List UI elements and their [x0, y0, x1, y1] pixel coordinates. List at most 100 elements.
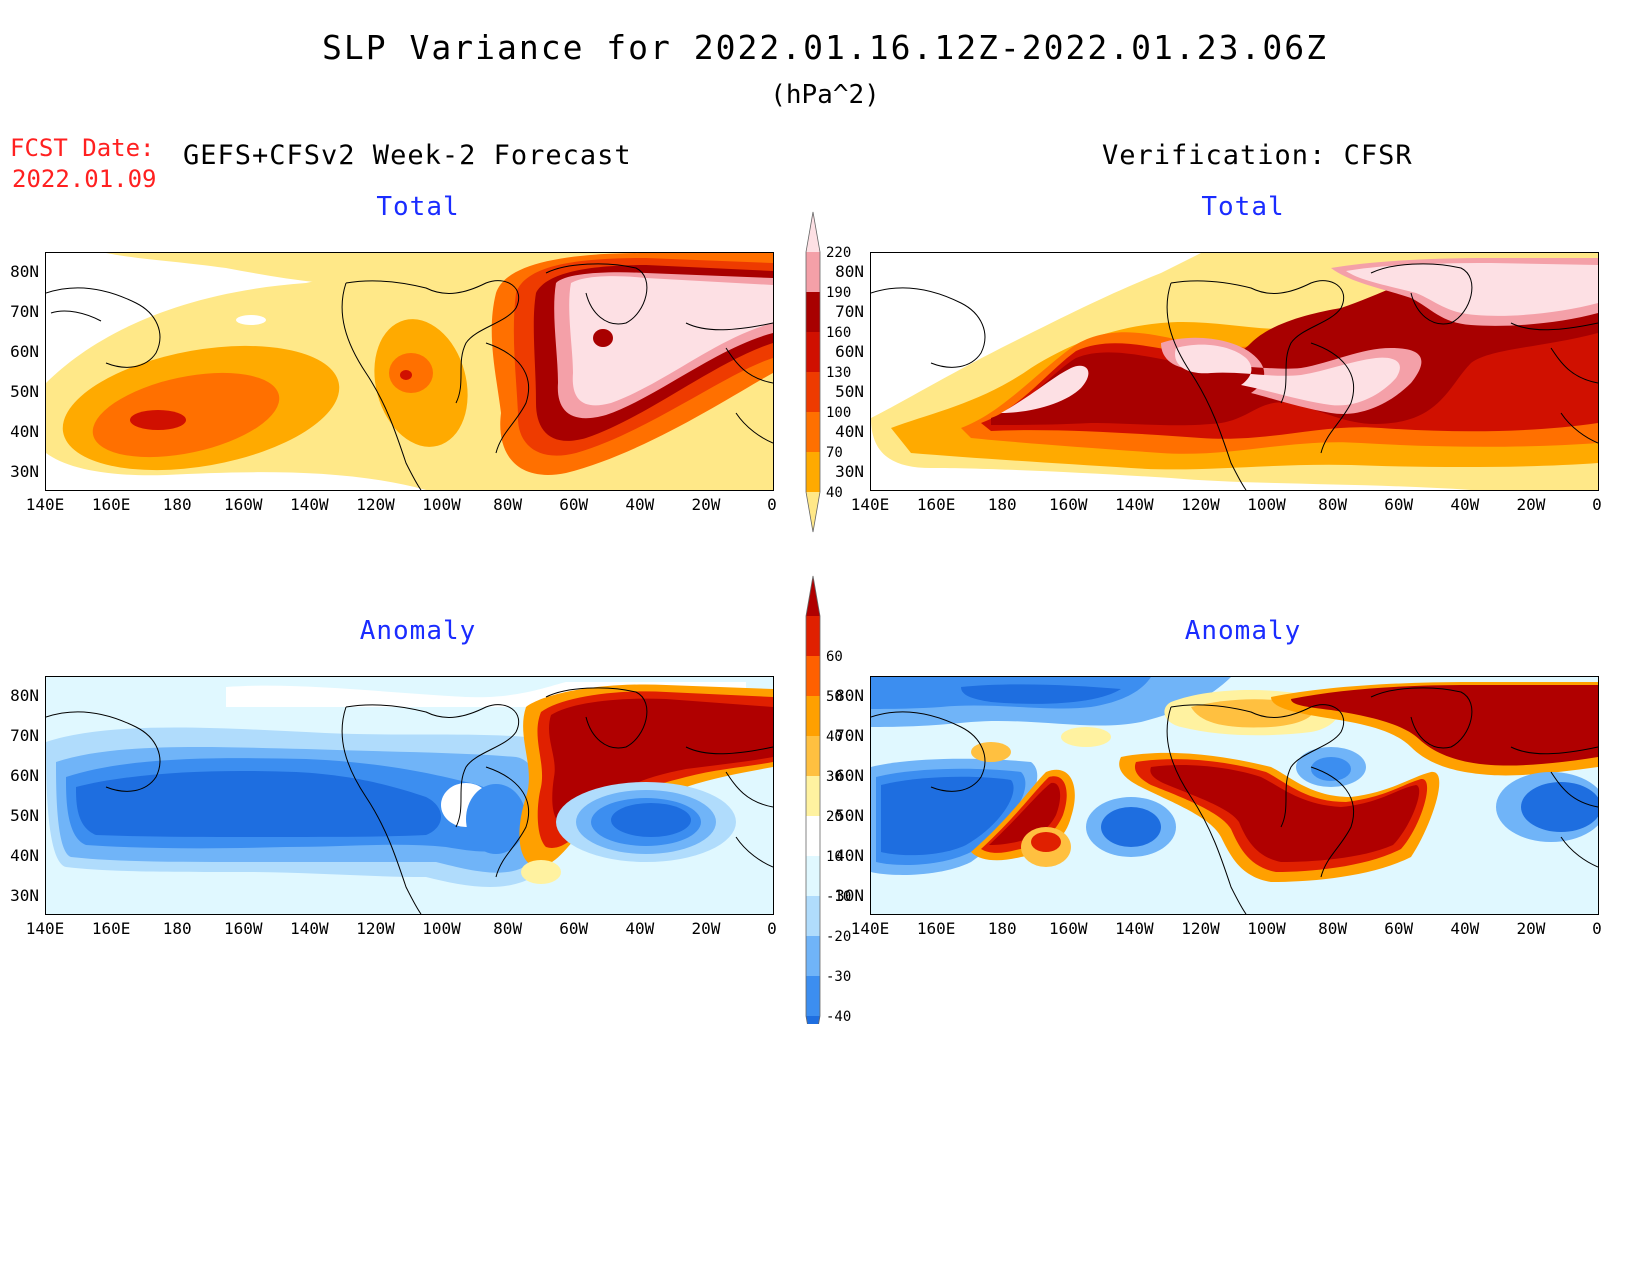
- verification-total-title: Total: [1201, 192, 1285, 222]
- lon-label: 180: [987, 919, 1017, 938]
- lon-label: 40W: [1450, 919, 1480, 938]
- lon-label: 120W: [356, 495, 395, 514]
- lat-label: 60N: [835, 342, 864, 361]
- lon-label: 160W: [1049, 495, 1088, 514]
- verification-anomaly-title: Anomaly: [1184, 616, 1302, 646]
- lat-label: 80N: [835, 262, 864, 281]
- lon-label: 0: [767, 919, 777, 938]
- lat-label: 80N: [10, 686, 39, 705]
- verification-total-map: [870, 252, 1599, 491]
- fcst-date-value: 2022.01.09: [12, 165, 157, 193]
- verification-anomaly-map: [870, 676, 1599, 915]
- colorbar-label: 40: [826, 485, 843, 501]
- lon-label: 120W: [1181, 495, 1220, 514]
- lat-label: 50N: [835, 806, 864, 825]
- colorbar-label: 50: [826, 689, 843, 705]
- lat-label: 70N: [835, 302, 864, 321]
- colorbar-label: 70: [826, 445, 843, 461]
- lon-label: 80W: [1318, 495, 1348, 514]
- lat-label: 40N: [835, 422, 864, 441]
- colorbar-segment: [806, 736, 820, 776]
- lat-label: 70N: [10, 302, 39, 321]
- units-label: (hPa^2): [770, 80, 880, 110]
- lon-label: 40W: [625, 919, 655, 938]
- colorbar-label: 60: [826, 649, 843, 665]
- forecast-anomaly-title: Anomaly: [359, 616, 477, 646]
- lon-label: 180: [162, 495, 192, 514]
- lon-label: 180: [987, 495, 1017, 514]
- colorbar-segment: [806, 696, 820, 736]
- colorbar-label: 30: [826, 769, 843, 785]
- lat-label: 30N: [10, 462, 39, 481]
- forecast-total-title: Total: [376, 192, 460, 222]
- lon-label: 160W: [224, 495, 263, 514]
- colorbar-outline: [805, 211, 821, 533]
- lon-label: 120W: [1181, 919, 1220, 938]
- lat-label: 50N: [835, 382, 864, 401]
- lat-label: 50N: [10, 806, 39, 825]
- lon-label: 120W: [356, 919, 395, 938]
- lon-label: 140W: [1115, 919, 1154, 938]
- colorbar-segment: [806, 212, 820, 252]
- colorbar-label: 160: [826, 325, 851, 341]
- colorbar-segment: [806, 576, 820, 616]
- colorbar-label: 40: [826, 729, 843, 745]
- colorbar-label: -40: [826, 1009, 851, 1024]
- colorbar-segment: [806, 292, 820, 332]
- colorbar-outline: [805, 575, 821, 1024]
- lat-label: 60N: [835, 766, 864, 785]
- lon-label: 0: [767, 495, 777, 514]
- lon-label: 100W: [422, 919, 461, 938]
- lon-label: 40W: [625, 495, 655, 514]
- lon-label: 140W: [1115, 495, 1154, 514]
- lon-label: 160W: [1049, 919, 1088, 938]
- lon-label: 100W: [422, 495, 461, 514]
- lon-label: 140E: [25, 919, 65, 938]
- colorbar-segment: [806, 856, 820, 896]
- lon-label: 0: [1592, 495, 1602, 514]
- colorbar-label: -10: [826, 889, 851, 905]
- lon-label: 140E: [850, 495, 890, 514]
- colorbar-segment: [806, 412, 820, 452]
- lon-label: 160E: [916, 495, 956, 514]
- lon-label: 160E: [916, 919, 956, 938]
- verification-heading: Verification: CFSR: [1102, 140, 1413, 171]
- lon-label: 80W: [493, 919, 523, 938]
- lat-label: 40N: [10, 846, 39, 865]
- colorbar-label: 220: [826, 245, 851, 261]
- lon-label: 0: [1592, 919, 1602, 938]
- lon-label: 140E: [25, 495, 65, 514]
- lat-label: 70N: [835, 726, 864, 745]
- colorbar-segment: [806, 372, 820, 412]
- lon-label: 100W: [1247, 495, 1286, 514]
- lat-label: 30N: [835, 886, 864, 905]
- lat-label: 30N: [10, 886, 39, 905]
- colorbar-label: 10: [826, 849, 843, 865]
- lon-label: 40W: [1450, 495, 1480, 514]
- colorbar-segment: [806, 936, 820, 976]
- lat-label: 50N: [10, 382, 39, 401]
- colorbar-segment: [806, 252, 820, 292]
- lon-label: 20W: [691, 919, 721, 938]
- lon-label: 60W: [1384, 495, 1414, 514]
- colorbar-segment: [806, 332, 820, 372]
- lat-label: 70N: [10, 726, 39, 745]
- lon-label: 20W: [1516, 919, 1546, 938]
- lat-label: 60N: [10, 766, 39, 785]
- total-colorbar: 40 70 100 130 160 190 220: [805, 211, 851, 533]
- colorbar-label: 130: [826, 365, 851, 381]
- main-title: SLP Variance for 2022.01.16.12Z-2022.01.…: [322, 28, 1328, 67]
- colorbar-segment: [806, 896, 820, 936]
- lon-label: 160W: [224, 919, 263, 938]
- colorbar-label: 100: [826, 405, 851, 421]
- colorbar-segment: [806, 776, 820, 816]
- lon-label: 20W: [1516, 495, 1546, 514]
- lon-label: 60W: [559, 495, 589, 514]
- forecast-total-map: [45, 252, 774, 491]
- lat-label: 80N: [10, 262, 39, 281]
- lat-label: 80N: [835, 686, 864, 705]
- colorbar-segment: [806, 976, 820, 1016]
- lon-label: 140W: [290, 919, 329, 938]
- lat-label: 30N: [835, 462, 864, 481]
- colorbar-segment: [806, 492, 820, 532]
